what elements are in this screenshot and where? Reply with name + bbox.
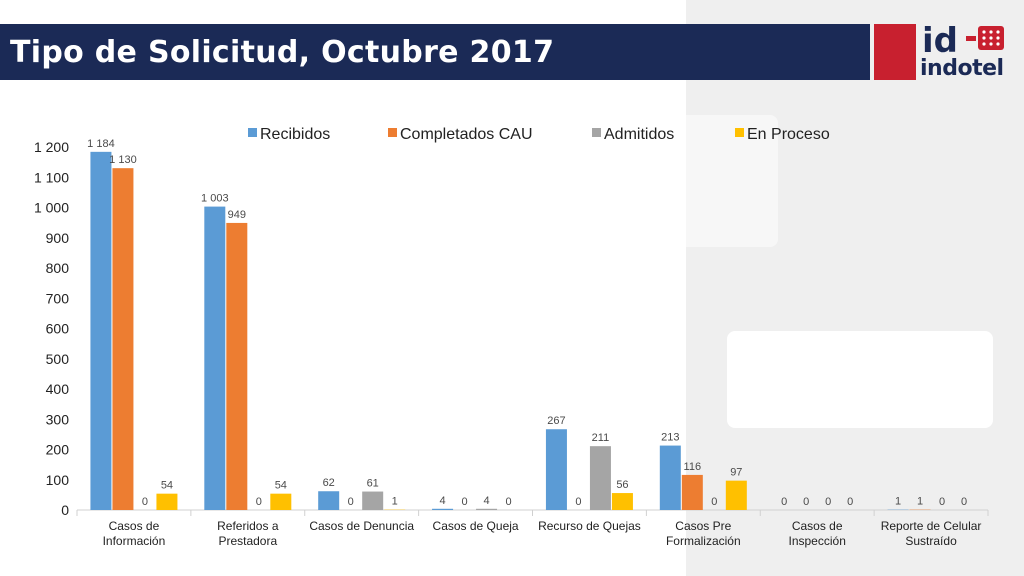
logo-wordmark: indotel bbox=[920, 56, 1004, 81]
y-tick-label: 100 bbox=[46, 472, 70, 488]
y-tick-label: 1 000 bbox=[34, 200, 69, 216]
bar-recibidos bbox=[318, 491, 340, 510]
data-label: 1 130 bbox=[109, 154, 137, 166]
legend-swatch bbox=[388, 128, 397, 137]
x-tick-label: Referidos a Prestadora bbox=[217, 519, 279, 548]
bar-admitidos bbox=[589, 446, 611, 510]
data-label: 949 bbox=[228, 209, 246, 221]
x-axis: Casos de Información Referidos a Prestadora… bbox=[76, 509, 989, 548]
data-label: 54 bbox=[275, 480, 287, 492]
bar-recibidos bbox=[545, 429, 567, 510]
bar-en-proceso bbox=[270, 493, 292, 510]
y-tick-label: 500 bbox=[46, 351, 70, 367]
bar-completados-cau bbox=[112, 168, 134, 511]
data-label: 0 bbox=[575, 496, 581, 508]
legend: Recibidos Completados CAU Admitidos En Proc… bbox=[248, 126, 830, 143]
y-axis: 0 100 200 300 400 500 600 700 800 900 1 000 1 100 1 … bbox=[34, 139, 69, 518]
bar-en-proceso bbox=[611, 493, 633, 510]
logo-icon: id bbox=[922, 22, 1004, 58]
data-label: 62 bbox=[323, 477, 335, 489]
data-label: 0 bbox=[939, 496, 945, 508]
decorative-panel bbox=[727, 331, 993, 428]
bars bbox=[90, 151, 931, 511]
data-labels: 1 184 1 130 0 54 1 003 949 0 54 62 0 61 1 4 0 4 0 267 0 21… bbox=[87, 138, 967, 508]
bar-recibidos bbox=[432, 508, 454, 510]
y-tick-label: 700 bbox=[46, 290, 70, 306]
legend-label: Recibidos bbox=[260, 126, 330, 143]
x-tick-label: Casos de Denuncia bbox=[309, 519, 414, 533]
data-label: 56 bbox=[616, 479, 628, 491]
bar-recibidos bbox=[659, 445, 681, 510]
data-label: 1 bbox=[917, 496, 923, 508]
x-tick-label: Casos Pre Formalización bbox=[666, 519, 741, 548]
y-tick-label: 800 bbox=[46, 260, 70, 276]
legend-label: Completados CAU bbox=[400, 126, 533, 143]
data-label: 0 bbox=[348, 496, 354, 508]
data-label: 1 bbox=[392, 496, 398, 508]
bar-completados-cau bbox=[681, 474, 703, 510]
title-bar: Tipo de Solicitud, Octubre 2017 bbox=[0, 24, 870, 80]
data-label: 0 bbox=[961, 496, 967, 508]
y-tick-label: 0 bbox=[61, 502, 69, 518]
data-label: 0 bbox=[462, 496, 468, 508]
bar-admitidos bbox=[476, 508, 498, 510]
data-label: 4 bbox=[484, 495, 490, 507]
y-tick-label: 1 200 bbox=[34, 139, 69, 155]
data-label: 0 bbox=[803, 496, 809, 508]
data-label: 0 bbox=[847, 496, 853, 508]
data-label: 1 003 bbox=[201, 193, 229, 205]
page-title: Tipo de Solicitud, Octubre 2017 bbox=[10, 34, 555, 70]
x-tick-label: Casos de Inspección bbox=[789, 519, 846, 548]
bar-en-proceso bbox=[725, 480, 747, 510]
data-label: 211 bbox=[592, 432, 610, 444]
data-label: 0 bbox=[825, 496, 831, 508]
logo-accent bbox=[874, 24, 916, 80]
data-label: 4 bbox=[440, 495, 446, 507]
data-label: 0 bbox=[506, 496, 512, 508]
background-panel bbox=[686, 0, 1024, 576]
data-label: 116 bbox=[684, 461, 702, 473]
bar-admitidos bbox=[362, 491, 384, 510]
bar-completados-cau bbox=[226, 222, 248, 511]
data-label: 1 bbox=[895, 496, 901, 508]
data-label: 97 bbox=[730, 467, 742, 479]
data-label: 267 bbox=[547, 415, 565, 427]
data-label: 1 184 bbox=[87, 138, 115, 150]
y-tick-label: 1 100 bbox=[34, 169, 69, 185]
data-label: 213 bbox=[661, 432, 679, 444]
legend-swatch bbox=[735, 128, 744, 137]
legend-swatch bbox=[248, 128, 257, 137]
y-tick-label: 900 bbox=[46, 230, 70, 246]
x-tick-label: Casos de Información bbox=[103, 519, 166, 548]
bar-recibidos bbox=[90, 151, 112, 510]
data-label: 0 bbox=[781, 496, 787, 508]
legend-label: Admitidos bbox=[604, 126, 674, 143]
bar-en-proceso bbox=[156, 493, 178, 510]
bar-recibidos bbox=[204, 206, 226, 510]
x-tick-label: Recurso de Quejas bbox=[538, 519, 641, 533]
y-tick-label: 300 bbox=[46, 411, 70, 427]
data-label: 0 bbox=[256, 496, 262, 508]
y-tick-label: 200 bbox=[46, 442, 70, 458]
data-label: 61 bbox=[367, 478, 379, 490]
y-tick-label: 400 bbox=[46, 381, 70, 397]
x-tick-label: Reporte de Celular Sustraído bbox=[881, 519, 982, 548]
logo-mark-text: id bbox=[922, 22, 958, 58]
decorative-panel bbox=[686, 115, 778, 247]
legend-label: En Proceso bbox=[747, 126, 830, 143]
y-tick-label: 600 bbox=[46, 321, 70, 337]
legend-swatch bbox=[592, 128, 601, 137]
data-label: 0 bbox=[142, 496, 148, 508]
data-label: 54 bbox=[161, 480, 173, 492]
x-tick-label: Casos de Queja bbox=[433, 519, 519, 533]
data-label: 0 bbox=[711, 496, 717, 508]
